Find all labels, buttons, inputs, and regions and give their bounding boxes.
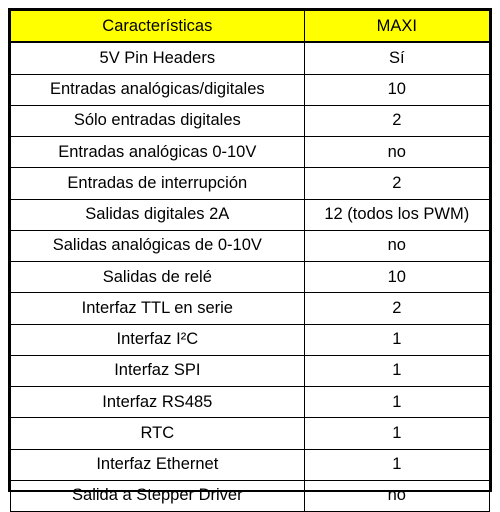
feature-cell: 5V Pin Headers [10, 41, 305, 75]
value-cell: 10 [303, 260, 491, 294]
value-cell: 1 [303, 448, 491, 481]
table-row: Interfaz Ethernet 1 [10, 448, 491, 481]
table-row: Salidas digitales 2A 12 (todos los PWM) [10, 198, 491, 231]
value-cell: no [303, 229, 491, 263]
spec-table-body: 5V Pin Headers Sí Entradas analógicas/digi… [10, 41, 491, 512]
table-row: 5V Pin Headers Sí [10, 41, 491, 75]
feature-cell: RTC [10, 417, 305, 450]
feature-cell: Interfaz TTL en serie [10, 292, 305, 325]
feature-cell: Interfaz RS485 [10, 385, 305, 419]
table-row: Interfaz I²C 1 [10, 323, 491, 356]
table-row: Salidas analógicas de 0-10V no [10, 229, 491, 263]
feature-cell: Interfaz Ethernet [10, 448, 305, 481]
value-cell: 2 [303, 167, 491, 200]
value-cell: Sí [303, 41, 491, 75]
feature-cell: Salidas de relé [10, 260, 305, 294]
value-cell: 10 [303, 73, 491, 106]
feature-cell: Entradas analógicas 0-10V [10, 135, 305, 169]
table-row: Salidas de relé 10 [10, 260, 491, 294]
value-cell: no [303, 479, 491, 512]
value-cell: no [303, 135, 491, 169]
value-cell: 2 [303, 104, 491, 138]
value-cell: 1 [303, 323, 491, 356]
table-row: Salida a Stepper Driver no [10, 479, 491, 512]
feature-cell: Interfaz SPI [10, 354, 305, 388]
feature-cell: Entradas de interrupción [10, 167, 305, 200]
spec-table-frame: Características MAXI 5V Pin Headers Sí Ent… [8, 8, 492, 512]
value-cell: 1 [303, 354, 491, 388]
feature-cell: Interfaz I²C [10, 323, 305, 356]
header-row: Características MAXI [10, 10, 491, 44]
value-cell: 2 [303, 292, 491, 325]
value-cell: 12 (todos los PWM) [303, 198, 491, 231]
spec-table: Características MAXI 5V Pin Headers Sí Ent… [10, 10, 491, 512]
table-row: Entradas analógicas/digitales 10 [10, 73, 491, 106]
table-row: Entradas de interrupción 2 [10, 167, 491, 200]
value-cell: 1 [303, 417, 491, 450]
table-row: Interfaz SPI 1 [10, 354, 491, 388]
table-row: Interfaz RS485 1 [10, 385, 491, 419]
header-feature: Características [10, 10, 305, 44]
table-row: Sólo entradas digitales 2 [10, 104, 491, 138]
feature-cell: Salida a Stepper Driver [10, 479, 305, 512]
feature-cell: Sólo entradas digitales [10, 104, 305, 138]
table-row: Entradas analógicas 0-10V no [10, 135, 491, 169]
table-row: Interfaz TTL en serie 2 [10, 292, 491, 325]
feature-cell: Entradas analógicas/digitales [10, 73, 305, 106]
table-row: RTC 1 [10, 417, 491, 450]
feature-cell: Salidas analógicas de 0-10V [10, 229, 305, 263]
header-model: MAXI [303, 10, 491, 44]
value-cell: 1 [303, 385, 491, 419]
feature-cell: Salidas digitales 2A [10, 198, 305, 231]
